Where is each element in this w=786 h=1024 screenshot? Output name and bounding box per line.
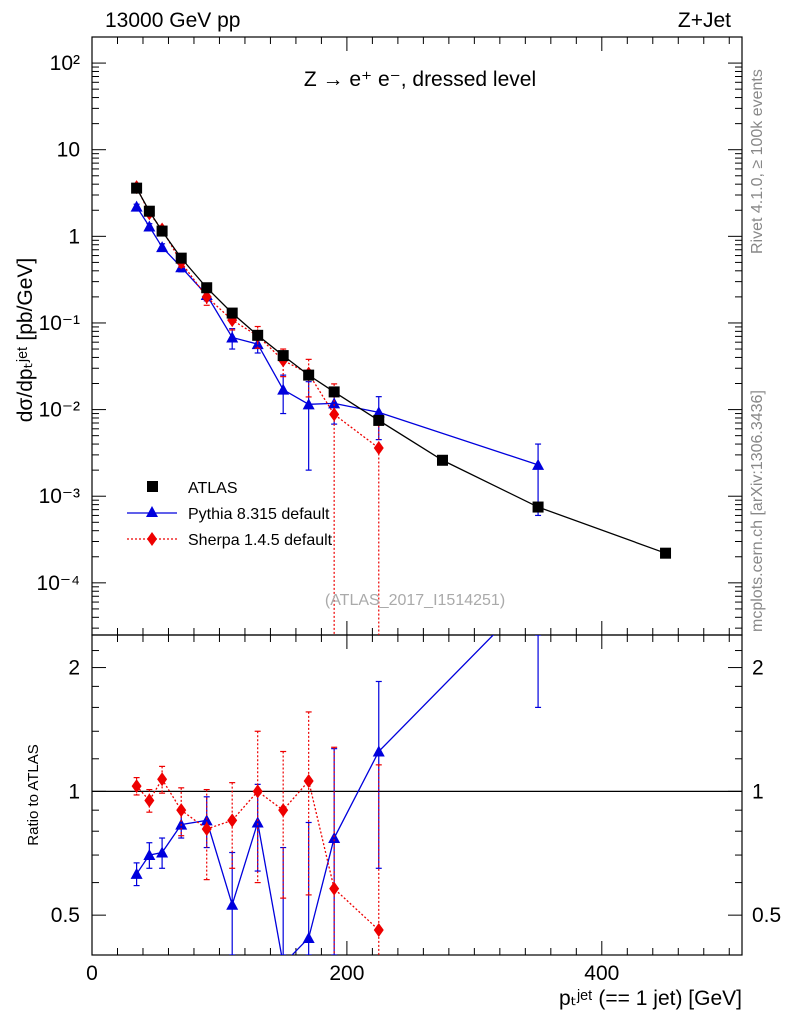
legend: ATLAS Pythia 8.315 default Sherpa 1.4.5 … [127, 480, 333, 549]
main-atlas-point [277, 350, 289, 362]
main-atlas-point [303, 369, 315, 381]
y-tick-label-main: 10² [50, 52, 80, 75]
y-tick-label-ratio: 2 [68, 657, 80, 680]
ratio-sherpa-line [136, 778, 380, 931]
main-atlas-point [131, 182, 143, 194]
main-sherpa-series [131, 180, 384, 635]
main-pythia-point [328, 397, 341, 409]
y-tick-label-main: 10⁻⁴ [37, 572, 80, 595]
x-tick-label: 200 [329, 962, 364, 985]
main-atlas-point [328, 386, 340, 398]
ratio-pythia-point [143, 849, 156, 861]
header-left-label: 13000 GeV pp [105, 9, 240, 32]
main-atlas-point [226, 307, 238, 319]
legend-pythia-label: Pythia 8.315 default [188, 506, 330, 523]
ratio-sherpa-point [131, 779, 142, 794]
main-atlas-point [143, 205, 155, 217]
y-tick-label-main: 10⁻³ [39, 485, 80, 508]
main-atlas-point [660, 547, 672, 559]
ratio-sherpa-point [303, 773, 314, 788]
y-tick-label-main: 10⁻¹ [39, 312, 80, 335]
main-sherpa-point [373, 441, 384, 456]
ratio-sherpa-series [131, 711, 384, 955]
main-atlas-point [436, 454, 448, 466]
ratio-sherpa-point [157, 772, 168, 787]
legend-sherpa-marker [147, 532, 157, 546]
x-tick-label: 400 [584, 962, 619, 985]
ratio-plot-frame [91, 634, 743, 956]
ratio-sherpa-point [252, 784, 263, 799]
y-tick-label-main: 10 [57, 139, 80, 162]
main-pythia-point [226, 331, 239, 343]
ratio-sherpa-point [373, 923, 384, 938]
ratio-pythia-point [302, 931, 315, 943]
ratio-pythia-point [328, 832, 341, 844]
y-tick-label-ratio-right: 0.5 [752, 904, 781, 927]
ratio-pythia-point [226, 898, 239, 910]
y-tick-label-ratio: 1 [68, 780, 80, 803]
legend-pythia-marker [146, 506, 158, 517]
plot-title: Z → e⁺ e⁻, dressed level [304, 68, 536, 91]
axis-ticks: 0 200 400 10⁻⁴ 10⁻³ 10⁻² 10⁻¹ 1 10 10² 0.5 0.5 1 1 2 2 [37, 36, 781, 985]
main-pythia-point [130, 200, 143, 212]
ratio-pythia-line [136, 635, 495, 955]
main-sherpa-point [201, 289, 212, 304]
main-atlas-series [131, 182, 672, 559]
main-pythia-point [302, 398, 315, 410]
y-axis-title-ratio: Ratio to ATLAS [25, 744, 42, 845]
y-tick-label-ratio-right: 1 [752, 780, 764, 803]
main-atlas-point [201, 282, 213, 294]
ratio-pythia-series [130, 635, 542, 955]
y-tick-label-main: 1 [68, 225, 80, 248]
main-pythia-series [130, 200, 545, 517]
main-sherpa-point [329, 407, 340, 422]
main-pythia-point [156, 241, 169, 253]
ratio-sherpa-point [176, 803, 187, 818]
main-atlas-line [136, 187, 666, 554]
main-sherpa-line [136, 186, 380, 449]
x-axis-title: pₜʲᵉᵗ (== 1 jet) [GeV] [559, 987, 742, 1010]
mcplots-label: mcplots.cern.ch [arXiv:1306.3436] [749, 390, 766, 632]
ratio-pythia-point [251, 816, 264, 828]
main-atlas-point [175, 252, 187, 264]
main-atlas-point [156, 225, 168, 237]
analysis-tag: (ATLAS_2017_I1514251) [325, 592, 505, 609]
rivet-version-label: Rivet 4.1.0, ≥ 100k events [749, 69, 766, 254]
main-pythia-line [136, 206, 539, 466]
ratio-pythia-point [156, 846, 169, 858]
ratio-sherpa-point [227, 813, 238, 828]
legend-atlas-label: ATLAS [188, 480, 238, 497]
ratio-sherpa-point [144, 793, 155, 808]
y-tick-label-ratio: 0.5 [51, 904, 80, 927]
legend-atlas-marker [147, 481, 158, 492]
chart-marks [92, 180, 742, 955]
main-pythia-point [143, 220, 156, 232]
x-tick-label: 0 [86, 962, 98, 985]
main-atlas-point [532, 501, 544, 513]
main-pythia-point [372, 406, 385, 418]
ratio-sherpa-point [329, 881, 340, 896]
main-atlas-point [252, 329, 264, 341]
y-axis-title-main: dσ/dpₜʲᵉᵗ [pb/GeV] [14, 258, 37, 423]
y-tick-label-ratio-right: 2 [752, 657, 764, 680]
ratio-pythia-point [372, 745, 385, 757]
ratio-sherpa-point [201, 821, 212, 836]
legend-sherpa-label: Sherpa 1.4.5 default [188, 532, 333, 549]
header-right-label: Z+Jet [678, 9, 731, 32]
main-pythia-point [277, 383, 290, 395]
y-tick-label-main: 10⁻² [39, 399, 80, 422]
main-pythia-point [532, 458, 545, 470]
ratio-sherpa-point [278, 803, 289, 818]
main-atlas-point [373, 414, 385, 426]
ratio-pythia-point [130, 867, 143, 879]
ratio-pythia-point [200, 814, 213, 826]
